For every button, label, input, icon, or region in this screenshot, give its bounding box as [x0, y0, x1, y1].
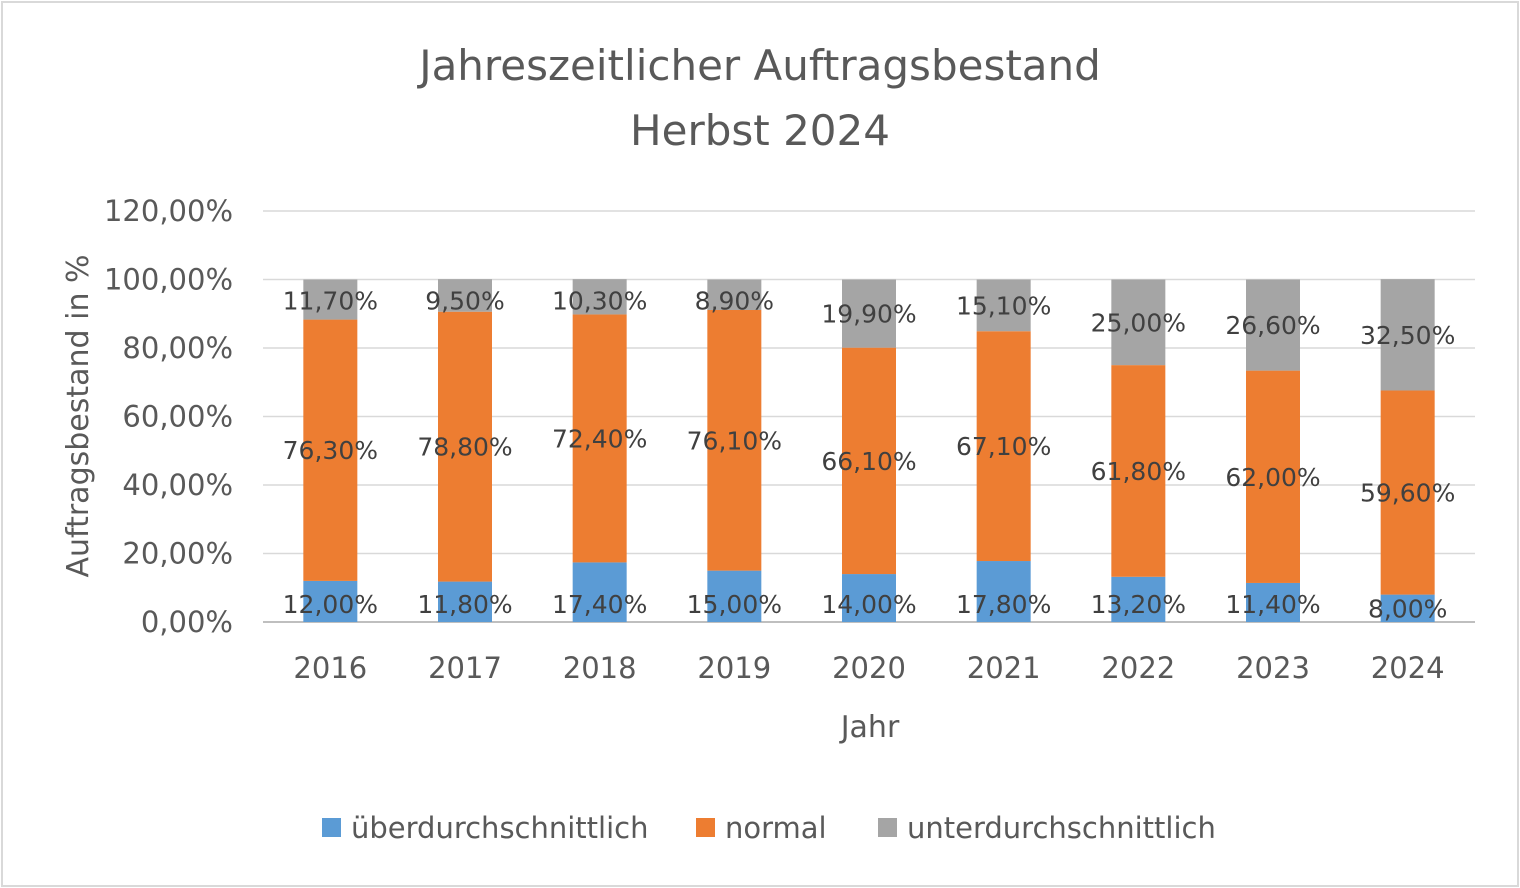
- legend-swatch-normal: [696, 818, 715, 837]
- x-tick-label: 2021: [967, 651, 1041, 685]
- bar-stack-2017: [438, 279, 492, 622]
- bar-überdurchschnittlich-2024: [1380, 594, 1435, 622]
- bar-überdurchschnittlich-2020: [842, 574, 896, 622]
- x-tick-label: 2024: [1371, 651, 1445, 685]
- data-label: 17,80%: [956, 590, 1051, 619]
- data-label: 8,90%: [695, 287, 774, 316]
- bar-normal-2017: [438, 311, 492, 582]
- data-label: 67,10%: [956, 432, 1051, 461]
- data-label: 72,40%: [552, 424, 647, 453]
- bar-stack-2024: [1380, 279, 1435, 622]
- bar-stacks: [303, 279, 1435, 622]
- x-tick-label: 2017: [428, 651, 502, 685]
- y-tick-label: 120,00%: [104, 194, 233, 228]
- y-axis-title: Auftragsbestand in %: [61, 255, 96, 578]
- y-tick-label: 60,00%: [122, 400, 233, 434]
- bar-unterdurchschnittlich-2023: [1246, 279, 1300, 371]
- x-tick-label: 2023: [1236, 651, 1310, 685]
- data-label: 12,00%: [283, 590, 378, 619]
- chart-title: Jahreszeitlicher Auftragsbestand: [416, 41, 1101, 90]
- data-label: 32,50%: [1360, 321, 1455, 350]
- bar-stack-2022: [1111, 279, 1166, 622]
- data-label: 25,00%: [1091, 308, 1186, 337]
- data-label: 11,70%: [283, 287, 378, 316]
- data-label: 8,00%: [1368, 594, 1447, 623]
- y-tick-label: 20,00%: [122, 537, 233, 571]
- bar-unterdurchschnittlich-2019: [707, 279, 762, 310]
- bar-normal-2020: [842, 347, 896, 575]
- data-label: 78,80%: [417, 433, 512, 462]
- bar-überdurchschnittlich-2018: [572, 562, 627, 622]
- bar-unterdurchschnittlich-2020: [842, 279, 896, 348]
- data-label: 13,20%: [1091, 590, 1186, 619]
- bar-überdurchschnittlich-2019: [707, 570, 762, 622]
- bar-unterdurchschnittlich-2021: [976, 279, 1031, 332]
- bar-stack-2023: [1246, 279, 1300, 622]
- y-tick-label: 100,00%: [104, 263, 233, 297]
- bar-überdurchschnittlich-2017: [438, 581, 492, 622]
- data-label: 62,00%: [1225, 463, 1320, 492]
- bar-unterdurchschnittlich-2022: [1111, 279, 1166, 366]
- bar-normal-2018: [572, 314, 627, 563]
- data-label: 11,40%: [1225, 590, 1320, 619]
- bar-stack-2020: [842, 279, 896, 622]
- bar-stack-2019: [707, 279, 762, 622]
- bar-unterdurchschnittlich-2018: [572, 279, 627, 315]
- data-label: 76,10%: [687, 426, 782, 455]
- y-tick-label: 40,00%: [122, 468, 233, 502]
- data-label: 17,40%: [552, 590, 647, 619]
- y-tick-label: 80,00%: [122, 331, 233, 365]
- x-tick-label: 2020: [832, 651, 906, 685]
- bar-normal-2023: [1246, 370, 1300, 583]
- bar-normal-2016: [303, 319, 358, 581]
- data-label: 9,50%: [425, 287, 504, 316]
- bar-unterdurchschnittlich-2024: [1380, 279, 1435, 391]
- legend-swatch-überdurchschnittlich: [322, 818, 341, 837]
- y-tick-label: 0,00%: [141, 605, 233, 639]
- bar-stack-2018: [572, 279, 627, 622]
- bar-stack-2016: [303, 279, 358, 622]
- data-label: 59,60%: [1360, 479, 1455, 508]
- x-tick-label: 2016: [293, 651, 367, 685]
- data-label: 26,60%: [1225, 311, 1320, 340]
- bar-unterdurchschnittlich-2017: [438, 279, 492, 312]
- bar-normal-2022: [1111, 365, 1166, 577]
- bar-überdurchschnittlich-2016: [303, 580, 358, 622]
- y-axis-ticks: 0,00% 20,00% 40,00% 60,00% 80,00% 100,00% 120,…: [104, 194, 233, 639]
- x-axis-ticks: 2016 2017 2018 2019 2020 2021 2022 2023 2024: [293, 651, 1444, 685]
- bar-normal-2024: [1380, 390, 1435, 595]
- data-label: 10,30%: [552, 287, 647, 316]
- data-label: 11,80%: [417, 590, 512, 619]
- legend: überdurchschnittlich normal unterdurchschn…: [322, 811, 1216, 845]
- bar-normal-2019: [707, 309, 762, 571]
- bar-überdurchschnittlich-2022: [1111, 576, 1166, 622]
- legend-label: überdurchschnittlich: [351, 811, 649, 845]
- data-label: 15,00%: [687, 590, 782, 619]
- legend-swatch-unterdurchschnittlich: [878, 818, 897, 837]
- data-label: 19,90%: [821, 300, 916, 329]
- data-label: 61,80%: [1091, 457, 1186, 486]
- legend-label: normal: [725, 811, 827, 845]
- data-label: 14,00%: [821, 590, 916, 619]
- chart-subtitle: Herbst 2024: [630, 106, 890, 155]
- bar-stack-2021: [976, 279, 1031, 622]
- x-tick-label: 2018: [563, 651, 637, 685]
- data-labels: 12,00% 76,30% 11,70% 11,80% 78,80% 9,50% 17,40…: [283, 287, 1456, 624]
- bar-unterdurchschnittlich-2016: [303, 279, 358, 320]
- data-label: 66,10%: [821, 447, 916, 476]
- legend-label: unterdurchschnittlich: [907, 811, 1216, 845]
- bar-normal-2021: [976, 331, 1031, 562]
- bar-überdurchschnittlich-2021: [976, 561, 1031, 622]
- x-tick-label: 2019: [697, 651, 771, 685]
- bar-überdurchschnittlich-2023: [1246, 582, 1300, 622]
- x-tick-label: 2022: [1101, 651, 1175, 685]
- x-axis-title: Jahr: [839, 710, 900, 745]
- data-label: 76,30%: [283, 436, 378, 465]
- data-label: 15,10%: [956, 291, 1051, 320]
